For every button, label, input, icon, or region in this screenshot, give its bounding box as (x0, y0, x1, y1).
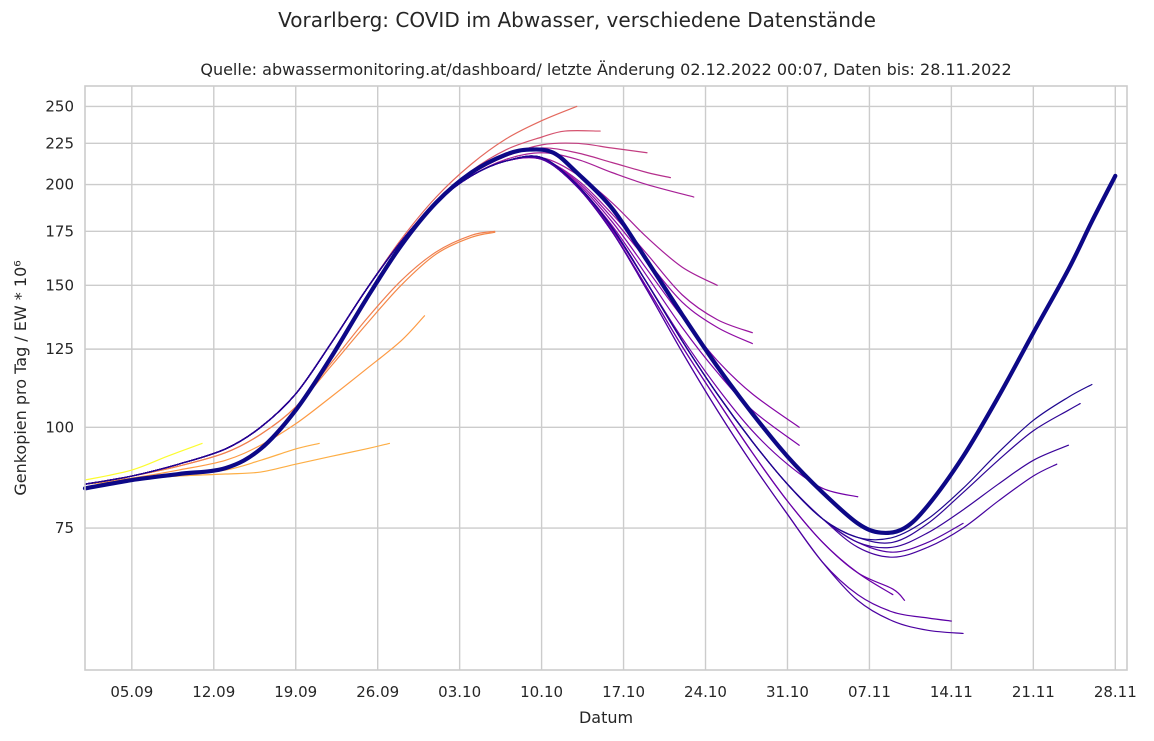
y-tick-labels: 75 100 125 150 175 200 225 250 (45, 97, 74, 537)
x-tick-label: 31.10 (766, 683, 809, 701)
y-gridlines (85, 105, 1127, 529)
series-line-3 (84, 315, 426, 485)
x-gridlines (131, 86, 1116, 670)
series-line-current (82, 147, 1118, 536)
series-line-15 (84, 156, 800, 485)
x-tick-label: 24.10 (684, 683, 727, 701)
series-line-19 (84, 156, 952, 622)
series-line-17 (84, 156, 894, 596)
series-line-7 (84, 130, 601, 485)
series-line-22 (84, 155, 1058, 558)
x-tick-label: 19.09 (274, 683, 317, 701)
chart-title: Vorarlberg: COVID im Abwasser, verschied… (278, 8, 876, 32)
series-line-11 (84, 156, 718, 485)
chart-subtitle: Quelle: abwassermonitoring.at/dashboard/… (200, 60, 1012, 79)
x-tick-label: 28.11 (1094, 683, 1137, 701)
plot-frame (84, 85, 1128, 671)
x-tick-label: 17.10 (602, 683, 645, 701)
series-line-5 (84, 230, 496, 485)
x-tick-label: 10.10 (520, 683, 563, 701)
x-tick-label: 07.11 (848, 683, 891, 701)
series-line-16 (84, 156, 859, 498)
x-tick-label: 12.09 (192, 683, 235, 701)
series-line-10 (84, 152, 695, 485)
x-tick-label: 26.09 (356, 683, 399, 701)
series-line-12 (84, 157, 753, 485)
series-line-0 (84, 442, 203, 481)
series-line-8 (84, 142, 648, 485)
y-tick-label: 175 (45, 222, 74, 240)
series-line-21 (84, 155, 964, 553)
y-axis-label: Genkopien pro Tag / EW * 10⁶ (11, 260, 30, 495)
series-line-13 (84, 156, 753, 485)
series-layer (82, 105, 1118, 635)
x-tick-labels: 05.09 12.09 19.09 26.09 03.10 10.10 17.10 24.10… (110, 683, 1136, 701)
series-line-18 (84, 156, 906, 601)
y-tick-label: 125 (45, 340, 74, 358)
y-tick-label: 225 (45, 134, 74, 152)
x-axis-label: Datum (579, 708, 633, 727)
y-tick-label: 200 (45, 176, 74, 194)
x-tick-label: 14.11 (930, 683, 973, 701)
y-tick-label: 75 (55, 519, 74, 537)
series-line-4 (84, 231, 496, 485)
y-tick-label: 100 (45, 418, 74, 436)
x-tick-label: 03.10 (438, 683, 481, 701)
series-line-23 (84, 155, 1070, 549)
series-line-25 (84, 155, 1093, 541)
series-line-20 (84, 156, 964, 635)
x-tick-label: 21.11 (1012, 683, 1055, 701)
x-tick-label: 05.09 (110, 683, 153, 701)
series-line-14 (84, 156, 800, 485)
y-tick-label: 250 (45, 97, 74, 115)
y-tick-label: 150 (45, 276, 74, 294)
